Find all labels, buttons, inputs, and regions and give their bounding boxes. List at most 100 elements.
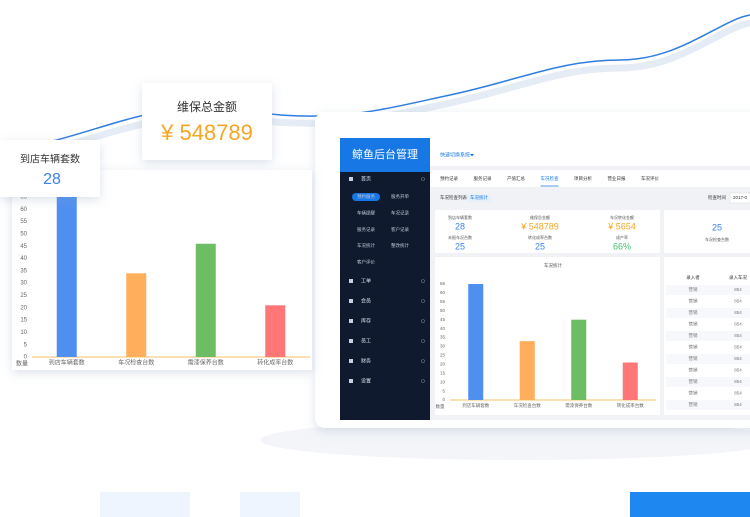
filter-label: 检查时间	[708, 194, 726, 201]
tab[interactable]: 预约记录	[440, 175, 458, 182]
submenu-item[interactable]: 车辆提醒	[357, 209, 375, 216]
bar	[468, 284, 484, 400]
y-tick-label: 50	[440, 308, 446, 313]
y-tick-label: 55	[440, 299, 446, 304]
tab[interactable]: 车况检查	[541, 175, 559, 182]
table-header: 录入者	[686, 274, 700, 281]
monitor-base	[260, 420, 750, 460]
stats-panel	[435, 210, 660, 253]
filter-value: 2017-0	[733, 195, 748, 200]
menu-arrow	[421, 319, 425, 323]
stat-label: 未报车况台数	[448, 234, 472, 240]
y-tick-label: 10	[440, 379, 446, 384]
bar	[622, 362, 638, 400]
menu-icon	[349, 339, 353, 343]
floating-cards: 到店车辆套数 28 维保总金额 ¥ 548789	[0, 83, 272, 197]
bar	[265, 305, 286, 357]
breadcrumb[interactable]: 车况统计	[470, 194, 488, 201]
card-value: 28	[43, 171, 61, 188]
menu-icon	[349, 379, 353, 383]
menu-item[interactable]: 库存	[361, 317, 371, 324]
tab[interactable]: 服务记录	[474, 175, 492, 182]
submenu-item[interactable]: 预约服务	[357, 193, 375, 200]
y-tick-label: 20	[20, 305, 27, 311]
menu-arrow	[421, 339, 425, 343]
bar	[571, 319, 587, 400]
stat-value: ¥ 548789	[520, 221, 559, 231]
table-cell: 营销	[689, 401, 698, 408]
stat-label: 转化成率台数	[528, 234, 552, 240]
x-tick-label: 到店车辆套数	[462, 402, 489, 409]
menu-item[interactable]: 员工	[361, 338, 371, 344]
y-tick-label: 0	[24, 355, 28, 361]
wave-line	[0, 14, 750, 151]
tab[interactable]: 营业日报	[608, 175, 626, 182]
y-tick-label: 35	[20, 268, 27, 274]
tab[interactable]: 产值汇总	[507, 175, 525, 182]
topbar	[430, 138, 750, 166]
table-cell: 营销	[689, 298, 698, 305]
sidebar-header	[340, 138, 430, 172]
table-cell: 854	[734, 333, 742, 338]
menu-item[interactable]: 设置	[361, 377, 371, 384]
y-axis-label: 数量	[16, 360, 28, 368]
table-cell: 854	[734, 379, 742, 384]
y-tick-label: 15	[20, 318, 27, 324]
menu-icon	[349, 359, 353, 363]
table-cell: 营销	[689, 378, 698, 385]
table-cell: 营销	[689, 321, 698, 328]
table-cell: 854	[734, 391, 742, 396]
menu-item[interactable]: 会员	[361, 297, 371, 304]
tabbar	[430, 170, 750, 187]
table-cell: 营销	[689, 390, 698, 397]
stat-label: 维保总金额	[530, 214, 550, 220]
menu-item[interactable]: 工单	[361, 277, 371, 284]
stat-label: 成产率	[616, 234, 628, 240]
deco	[100, 492, 190, 517]
deco	[630, 492, 750, 517]
date-input[interactable]	[729, 192, 750, 204]
menu-arrow	[421, 379, 425, 383]
y-tick-label: 45	[440, 317, 446, 322]
tab[interactable]: 车况评价	[641, 175, 659, 182]
submenu-item[interactable]: 服务开单	[391, 193, 409, 200]
submenu-item[interactable]: 整改统计	[391, 242, 409, 249]
bar	[519, 341, 535, 400]
table-header: 录入车况	[729, 274, 747, 281]
submenu-active	[352, 193, 380, 201]
stat-value: 28	[455, 221, 465, 231]
x-tick-label: 车况检查台数	[514, 402, 541, 409]
menu-icon	[349, 177, 353, 181]
submenu-item[interactable]: 客户评价	[357, 258, 375, 265]
y-tick-label: 15	[440, 370, 446, 375]
table-row-bg	[666, 400, 750, 410]
bar	[126, 273, 147, 357]
background	[0, 14, 750, 517]
table-row-bg	[666, 354, 750, 364]
menu-item[interactable]: 首页	[361, 175, 371, 182]
dropdown-arrow	[470, 154, 474, 157]
breadcrumb[interactable]: 车况检查列表	[440, 194, 467, 201]
y-tick-label: 50	[20, 232, 27, 238]
app-title: 鲸鱼后台管理	[352, 147, 418, 161]
card-label: 到店车辆套数	[20, 153, 80, 166]
table-row-bg	[666, 377, 750, 387]
table-cell: 营销	[689, 367, 698, 374]
table-cell: 854	[734, 345, 742, 350]
x-tick-label: 到店车辆套数	[49, 359, 85, 367]
table-cell: 营销	[689, 309, 698, 316]
table-row-bg	[666, 331, 750, 341]
y-tick-label: 30	[20, 281, 27, 287]
submenu-item[interactable]: 客户记录	[391, 226, 409, 233]
system-switch[interactable]: 快速切换系统	[440, 151, 470, 158]
menu-item[interactable]: 财务	[361, 357, 371, 364]
submenu-item[interactable]: 服务记录	[357, 226, 375, 233]
tab[interactable]: 项目分析	[574, 175, 592, 182]
submenu-item[interactable]: 车况记录	[391, 209, 409, 216]
card-value: ¥ 548789	[160, 120, 253, 145]
x-tick-label: 车况检查台数	[118, 359, 154, 367]
card-label: 维保总金额	[177, 99, 237, 114]
submenu-item[interactable]: 车况统计	[357, 242, 375, 249]
y-tick-label: 65	[440, 281, 446, 286]
